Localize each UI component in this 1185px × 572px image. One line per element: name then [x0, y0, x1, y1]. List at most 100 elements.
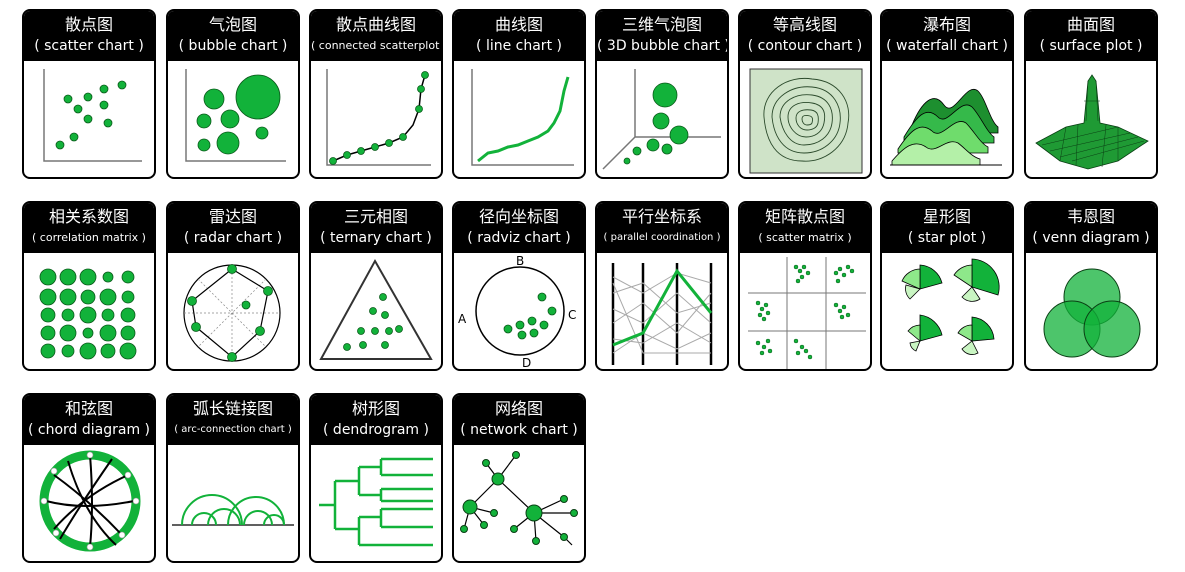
card-connected-scatterplot: 散点曲线图 ( connected scatterplot ) — [309, 9, 443, 179]
card-header: 矩阵散点图 ( scatter matrix ) — [740, 203, 870, 253]
card-contour-chart: 等高线图 ( contour chart ) — [738, 9, 872, 179]
card-header: 曲面图 ( surface plot ) — [1026, 11, 1156, 61]
card-title-en: ( parallel coordination ) — [603, 232, 721, 243]
surface-plot-icon — [1035, 74, 1149, 170]
card-title-zh: 弧长链接图 — [192, 399, 273, 418]
card-dendrogram: 树形图 ( dendrogram ) — [309, 393, 443, 563]
card-header: 径向坐标图 ( radviz chart ) — [454, 203, 584, 253]
card-title-en: ( surface plot ) — [1039, 38, 1143, 54]
card-chord-diagram: 和弦图 ( chord diagram ) — [22, 393, 156, 563]
card-header: 瀑布图 ( waterfall chart ) — [882, 11, 1012, 61]
card-title-en: ( correlation matrix ) — [32, 231, 146, 244]
card-header: 弧长链接图 ( arc-connection chart ) — [168, 395, 298, 445]
contour-chart-icon — [749, 68, 863, 174]
card-radar-chart: 雷达图 ( radar chart ) — [166, 201, 300, 371]
network-chart-icon — [460, 451, 578, 546]
card-scatter-matrix: 矩阵散点图 ( scatter matrix ) — [738, 201, 872, 371]
card-title-en: ( radviz chart ) — [467, 230, 571, 246]
card-header: 气泡图 ( bubble chart ) — [168, 11, 298, 61]
card-title-zh: 韦恩图 — [1066, 207, 1115, 226]
card-header: 平行坐标系 ( parallel coordination ) — [597, 203, 727, 253]
card-3d-bubble-chart: 三维气泡图 ( 3D bubble chart ) — [595, 9, 729, 179]
card-parallel-coordination: 平行坐标系 ( parallel coordination ) — [595, 201, 729, 371]
card-network-chart: 网络图 ( network chart ) — [452, 393, 586, 563]
card-header: 散点图 ( scatter chart ) — [24, 11, 154, 61]
3d-bubble-chart-icon — [602, 69, 721, 170]
card-title-zh: 气泡图 — [208, 15, 257, 34]
card-title-en: ( connected scatterplot ) — [311, 39, 443, 52]
card-title-en: ( network chart ) — [460, 422, 578, 438]
radviz-chart-icon: B A C D — [458, 254, 576, 369]
bubble-chart-icon — [185, 69, 286, 162]
card-title-zh: 径向坐标图 — [478, 207, 559, 226]
card-arc-connection-chart: 弧长链接图 ( arc-connection chart ) — [166, 393, 300, 563]
radar-chart-icon — [183, 264, 281, 362]
card-title-en: ( bubble chart ) — [178, 38, 288, 54]
card-title-en: ( ternary chart ) — [320, 230, 432, 246]
radviz-label-d: D — [522, 356, 531, 369]
radviz-label-c: C — [568, 308, 576, 322]
card-header: 网络图 ( network chart ) — [454, 395, 584, 445]
card-title-zh: 星形图 — [922, 207, 971, 226]
card-header: 曲线图 ( line chart ) — [454, 11, 584, 61]
card-surface-plot: 曲面图 ( surface plot ) — [1024, 9, 1158, 179]
card-title-zh: 树形图 — [351, 399, 400, 418]
venn-diagram-icon — [1043, 268, 1141, 358]
card-venn-diagram: 韦恩图 ( venn diagram ) — [1024, 201, 1158, 371]
card-star-plot: 星形图 ( star plot ) — [880, 201, 1014, 371]
card-title-en: ( chord diagram ) — [27, 422, 151, 438]
card-scatter-chart: 散点图 ( scatter chart ) — [22, 9, 156, 179]
ternary-chart-icon — [319, 258, 433, 360]
card-title-zh: 三元相图 — [343, 207, 408, 226]
card-header: 雷达图 ( radar chart ) — [168, 203, 298, 253]
radviz-label-b: B — [516, 254, 524, 268]
card-header: 三元相图 ( ternary chart ) — [311, 203, 441, 253]
card-title-zh: 平行坐标系 — [621, 207, 702, 226]
card-title-en: ( star plot ) — [907, 230, 987, 246]
card-header: 散点曲线图 ( connected scatterplot ) — [311, 11, 441, 61]
card-header: 相关系数图 ( correlation matrix ) — [24, 203, 154, 253]
connected-scatterplot-icon — [326, 69, 431, 166]
card-title-en: ( scatter matrix ) — [758, 231, 852, 244]
parallel-coordination-icon — [611, 263, 713, 365]
card-bubble-chart: 气泡图 ( bubble chart ) — [166, 9, 300, 179]
line-chart-icon — [471, 69, 574, 166]
card-title-zh: 散点曲线图 — [335, 15, 416, 34]
card-title-zh: 曲面图 — [1066, 15, 1115, 34]
radviz-label-a: A — [458, 312, 467, 326]
card-header: 星形图 ( star plot ) — [882, 203, 1012, 253]
card-title-en: ( line chart ) — [476, 38, 562, 54]
card-ternary-chart: 三元相图 ( ternary chart ) — [309, 201, 443, 371]
card-header: 韦恩图 ( venn diagram ) — [1026, 203, 1156, 253]
card-title-zh: 网络图 — [494, 399, 543, 418]
card-correlation-matrix: 相关系数图 ( correlation matrix ) — [22, 201, 156, 371]
card-title-en: ( scatter chart ) — [34, 38, 144, 54]
scatter-matrix-icon — [748, 257, 866, 369]
card-title-en: ( contour chart ) — [747, 38, 863, 54]
card-title-zh: 曲线图 — [494, 15, 543, 34]
card-title-zh: 雷达图 — [208, 207, 257, 226]
card-waterfall-chart: 瀑布图 ( waterfall chart ) — [880, 9, 1014, 179]
waterfall-chart-icon — [890, 88, 1002, 166]
card-title-en: ( dendrogram ) — [323, 422, 429, 438]
card-header: 等高线图 ( contour chart ) — [740, 11, 870, 61]
card-title-zh: 和弦图 — [64, 399, 113, 418]
card-title-zh: 矩阵散点图 — [764, 207, 845, 226]
card-header: 和弦图 ( chord diagram ) — [24, 395, 154, 445]
correlation-matrix-icon — [39, 268, 137, 360]
card-title-en: ( 3D bubble chart ) — [597, 38, 729, 54]
chord-diagram-icon — [39, 450, 141, 552]
card-header: 三维气泡图 ( 3D bubble chart ) — [597, 11, 727, 61]
card-title-zh: 散点图 — [64, 15, 113, 34]
card-title-zh: 等高线图 — [772, 15, 837, 34]
card-title-zh: 相关系数图 — [48, 207, 129, 226]
card-header: 树形图 ( dendrogram ) — [311, 395, 441, 445]
card-title-en: ( waterfall chart ) — [886, 38, 1008, 54]
card-title-en: ( arc-connection chart ) — [174, 424, 292, 435]
card-title-en: ( venn diagram ) — [1032, 230, 1150, 246]
arc-connection-chart-icon — [172, 494, 294, 526]
star-plot-icon — [901, 258, 1000, 355]
card-title-en: ( radar chart ) — [183, 230, 283, 246]
card-title-zh: 三维气泡图 — [621, 15, 702, 34]
dendrogram-icon — [319, 457, 433, 547]
